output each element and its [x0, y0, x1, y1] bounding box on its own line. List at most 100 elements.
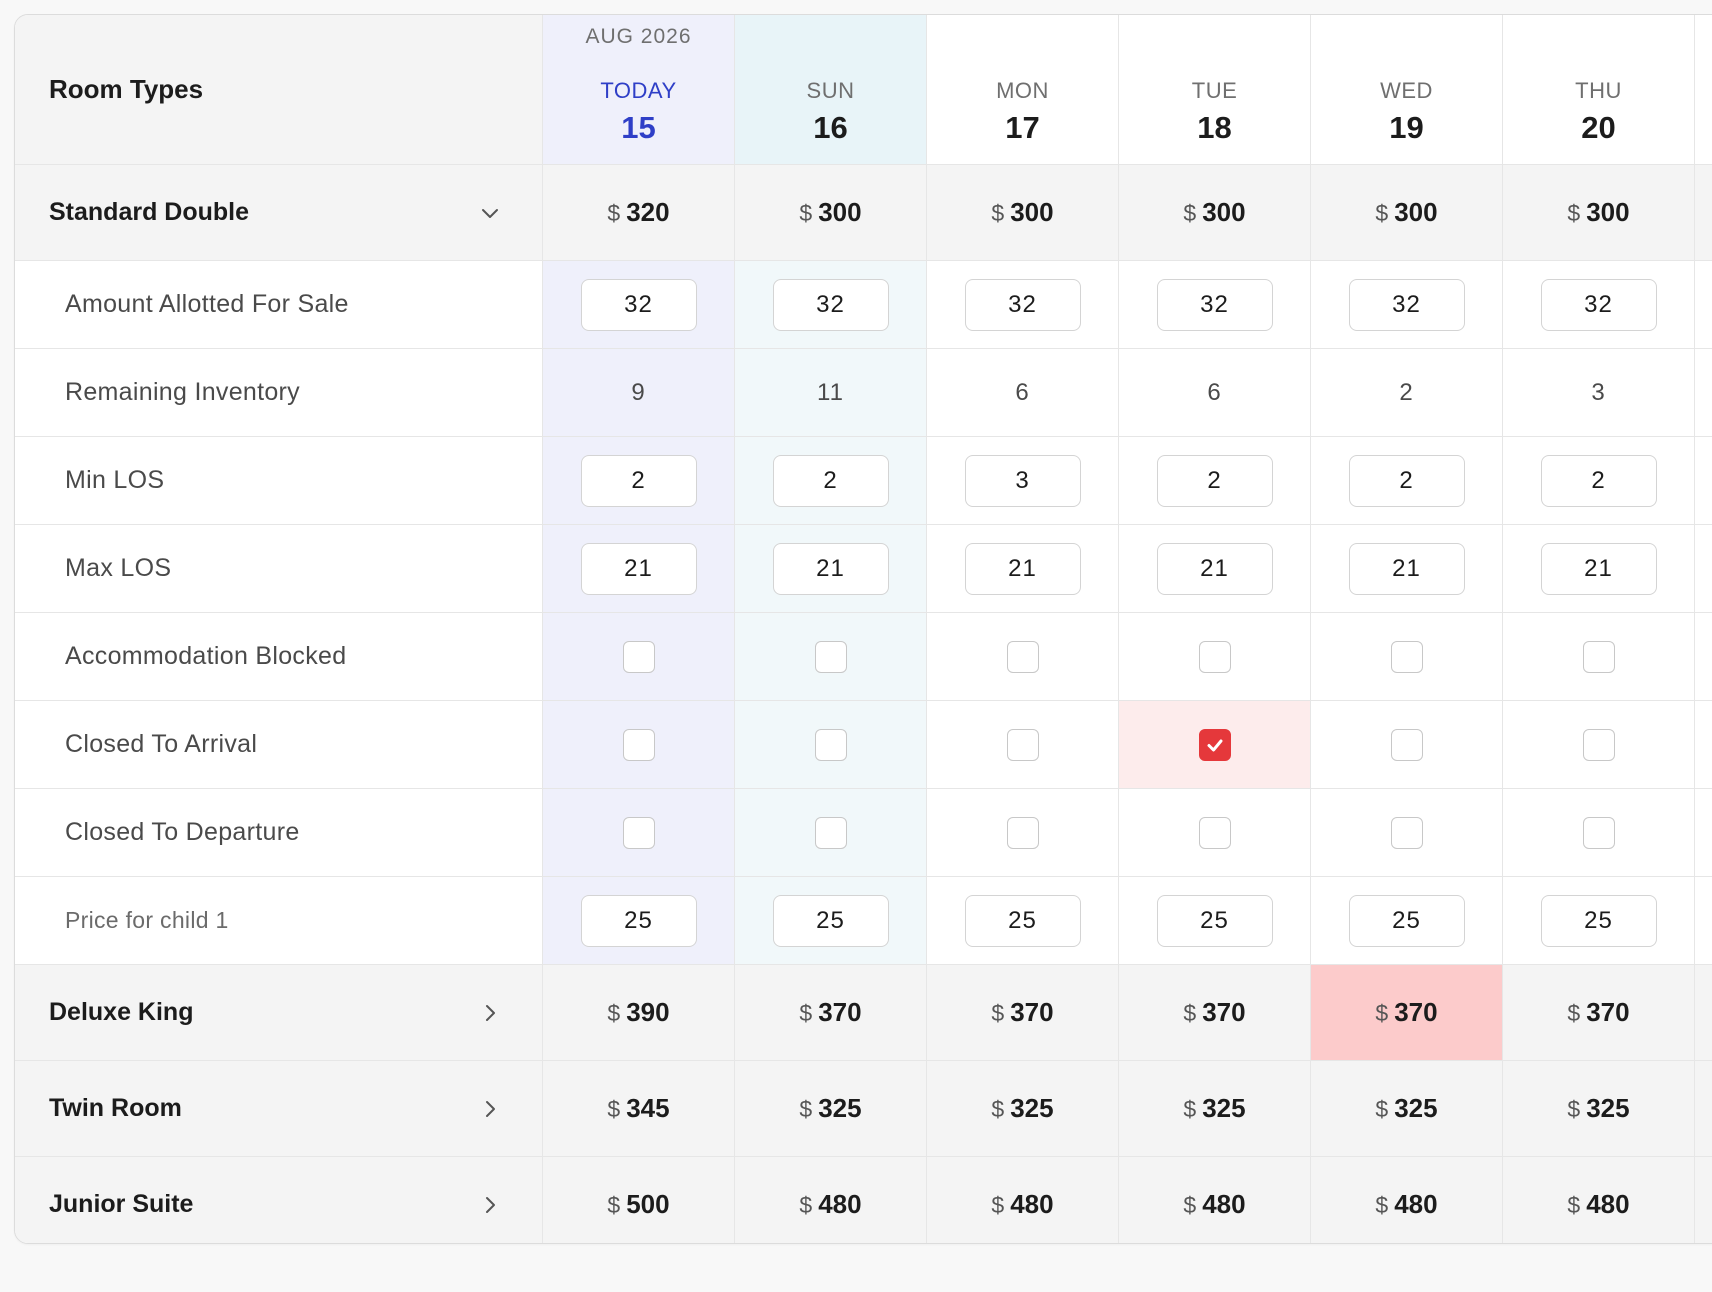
- room-type-standard-double[interactable]: Standard Double: [15, 165, 543, 261]
- rate-cell[interactable]: $370: [1119, 965, 1311, 1061]
- cta-checkbox[interactable]: [622, 728, 655, 761]
- blocked-checkbox[interactable]: [814, 640, 847, 673]
- cta-checkbox[interactable]: [1006, 728, 1039, 761]
- max_los-input[interactable]: 21: [580, 542, 697, 595]
- rate-cell[interactable]: $480: [927, 1157, 1119, 1243]
- ctd-cell: [1311, 789, 1503, 877]
- min_los-input[interactable]: 2: [580, 454, 697, 507]
- rate-cell[interactable]: $480: [735, 1157, 927, 1243]
- min_los-input[interactable]: 2: [1156, 454, 1273, 507]
- child_price-input[interactable]: 25: [772, 894, 889, 947]
- rate-cell[interactable]: $480: [1119, 1157, 1311, 1243]
- rate-cell[interactable]: $500: [543, 1157, 735, 1243]
- rate-amount: 325: [818, 1093, 862, 1123]
- remaining-cell: 9: [543, 349, 735, 437]
- rate-cell[interactable]: $325: [1503, 1061, 1695, 1157]
- cta-checkbox[interactable]: [1582, 728, 1615, 761]
- row-label-blocked: Accommodation Blocked: [15, 613, 543, 701]
- blocked-checkbox[interactable]: [1582, 640, 1615, 673]
- ctd-checkbox[interactable]: [814, 816, 847, 849]
- currency-symbol: $: [1375, 1096, 1389, 1122]
- rate-cell[interactable]: $300: [927, 165, 1119, 261]
- child_price-input[interactable]: 25: [1156, 894, 1273, 947]
- row-label-text: Amount Allotted For Sale: [65, 290, 349, 318]
- cta-checkbox[interactable]: [1198, 728, 1231, 761]
- rate-cell[interactable]: $300: [1503, 165, 1695, 261]
- remaining-cell: 6: [927, 349, 1119, 437]
- ctd-checkbox[interactable]: [1006, 816, 1039, 849]
- rate-cell[interactable]: $325: [1119, 1061, 1311, 1157]
- room-type-deluxe-king[interactable]: Deluxe King: [15, 965, 543, 1061]
- currency-symbol: $: [1567, 1096, 1581, 1122]
- rate-cell[interactable]: $300: [1119, 165, 1311, 261]
- allotted-input[interactable]: 32: [772, 278, 889, 331]
- rate-cell[interactable]: $325: [927, 1061, 1119, 1157]
- blocked-checkbox[interactable]: [1198, 640, 1231, 673]
- cta-checkbox[interactable]: [1390, 728, 1423, 761]
- rate-cell[interactable]: $480: [1503, 1157, 1695, 1243]
- cta-cell: [1503, 701, 1695, 789]
- rate-amount: 320: [626, 197, 670, 227]
- blocked-checkbox[interactable]: [622, 640, 655, 673]
- remaining-value: 2: [1399, 378, 1414, 406]
- blocked-checkbox[interactable]: [1006, 640, 1039, 673]
- max_los-input[interactable]: 21: [1540, 542, 1657, 595]
- max_los-input[interactable]: 21: [1348, 542, 1465, 595]
- rate-price: $300: [1375, 197, 1437, 228]
- rate-cell[interactable]: $390: [543, 965, 735, 1061]
- max_los-input[interactable]: 21: [1156, 542, 1273, 595]
- chevron-right-icon[interactable]: [478, 1193, 502, 1217]
- rate-cell[interactable]: $325: [735, 1061, 927, 1157]
- rate-cell[interactable]: $370: [1311, 965, 1503, 1061]
- min_los-input[interactable]: 2: [772, 454, 889, 507]
- min_los-input[interactable]: 2: [1348, 454, 1465, 507]
- allotted-input[interactable]: 32: [580, 278, 697, 331]
- ctd-checkbox[interactable]: [622, 816, 655, 849]
- ctd-checkbox[interactable]: [1390, 816, 1423, 849]
- rate-cell[interactable]: $370: [1503, 965, 1695, 1061]
- allotted-input[interactable]: 32: [964, 278, 1081, 331]
- overflow-cell: [1695, 613, 1712, 701]
- min_los-input[interactable]: 3: [964, 454, 1081, 507]
- child_price-input[interactable]: 25: [1348, 894, 1465, 947]
- rate-cell[interactable]: $300: [735, 165, 927, 261]
- cta-checkbox[interactable]: [814, 728, 847, 761]
- rate-cell[interactable]: $320: [543, 165, 735, 261]
- rate-amount: 370: [1202, 997, 1246, 1027]
- rate-amount: 300: [1010, 197, 1054, 227]
- ctd-cell: [543, 789, 735, 877]
- max_los-input[interactable]: 21: [772, 542, 889, 595]
- overflow-cell: [1695, 165, 1712, 261]
- child_price-cell: 25: [1119, 877, 1311, 965]
- room-type-twin-room[interactable]: Twin Room: [15, 1061, 543, 1157]
- allotted-input[interactable]: 32: [1348, 278, 1465, 331]
- chevron-right-icon[interactable]: [478, 1097, 502, 1121]
- child_price-input[interactable]: 25: [580, 894, 697, 947]
- rate-price: $480: [1183, 1189, 1245, 1220]
- allotted-input[interactable]: 32: [1540, 278, 1657, 331]
- min_los-input[interactable]: 2: [1540, 454, 1657, 507]
- chevron-down-icon[interactable]: [478, 201, 502, 225]
- rate-cell[interactable]: $480: [1311, 1157, 1503, 1243]
- ctd-checkbox[interactable]: [1198, 816, 1231, 849]
- rate-cell[interactable]: $370: [735, 965, 927, 1061]
- rate-price: $325: [1183, 1093, 1245, 1124]
- child_price-input[interactable]: 25: [964, 894, 1081, 947]
- chevron-right-icon[interactable]: [478, 1001, 502, 1025]
- max_los-input[interactable]: 21: [964, 542, 1081, 595]
- rate-cell[interactable]: $300: [1311, 165, 1503, 261]
- ctd-checkbox[interactable]: [1582, 816, 1615, 849]
- rate-cell[interactable]: $325: [1311, 1061, 1503, 1157]
- child_price-cell: 25: [1311, 877, 1503, 965]
- rate-cell[interactable]: $345: [543, 1061, 735, 1157]
- overflow-cell: [1695, 965, 1712, 1061]
- overflow-cell: [1695, 525, 1712, 613]
- rate-amount: 480: [1202, 1189, 1246, 1219]
- row-label-text: Max LOS: [65, 554, 172, 582]
- allotted-input[interactable]: 32: [1156, 278, 1273, 331]
- room-type-junior-suite[interactable]: Junior Suite: [15, 1157, 543, 1243]
- child_price-input[interactable]: 25: [1540, 894, 1657, 947]
- blocked-checkbox[interactable]: [1390, 640, 1423, 673]
- rate-cell[interactable]: $370: [927, 965, 1119, 1061]
- rate-price: $300: [799, 197, 861, 228]
